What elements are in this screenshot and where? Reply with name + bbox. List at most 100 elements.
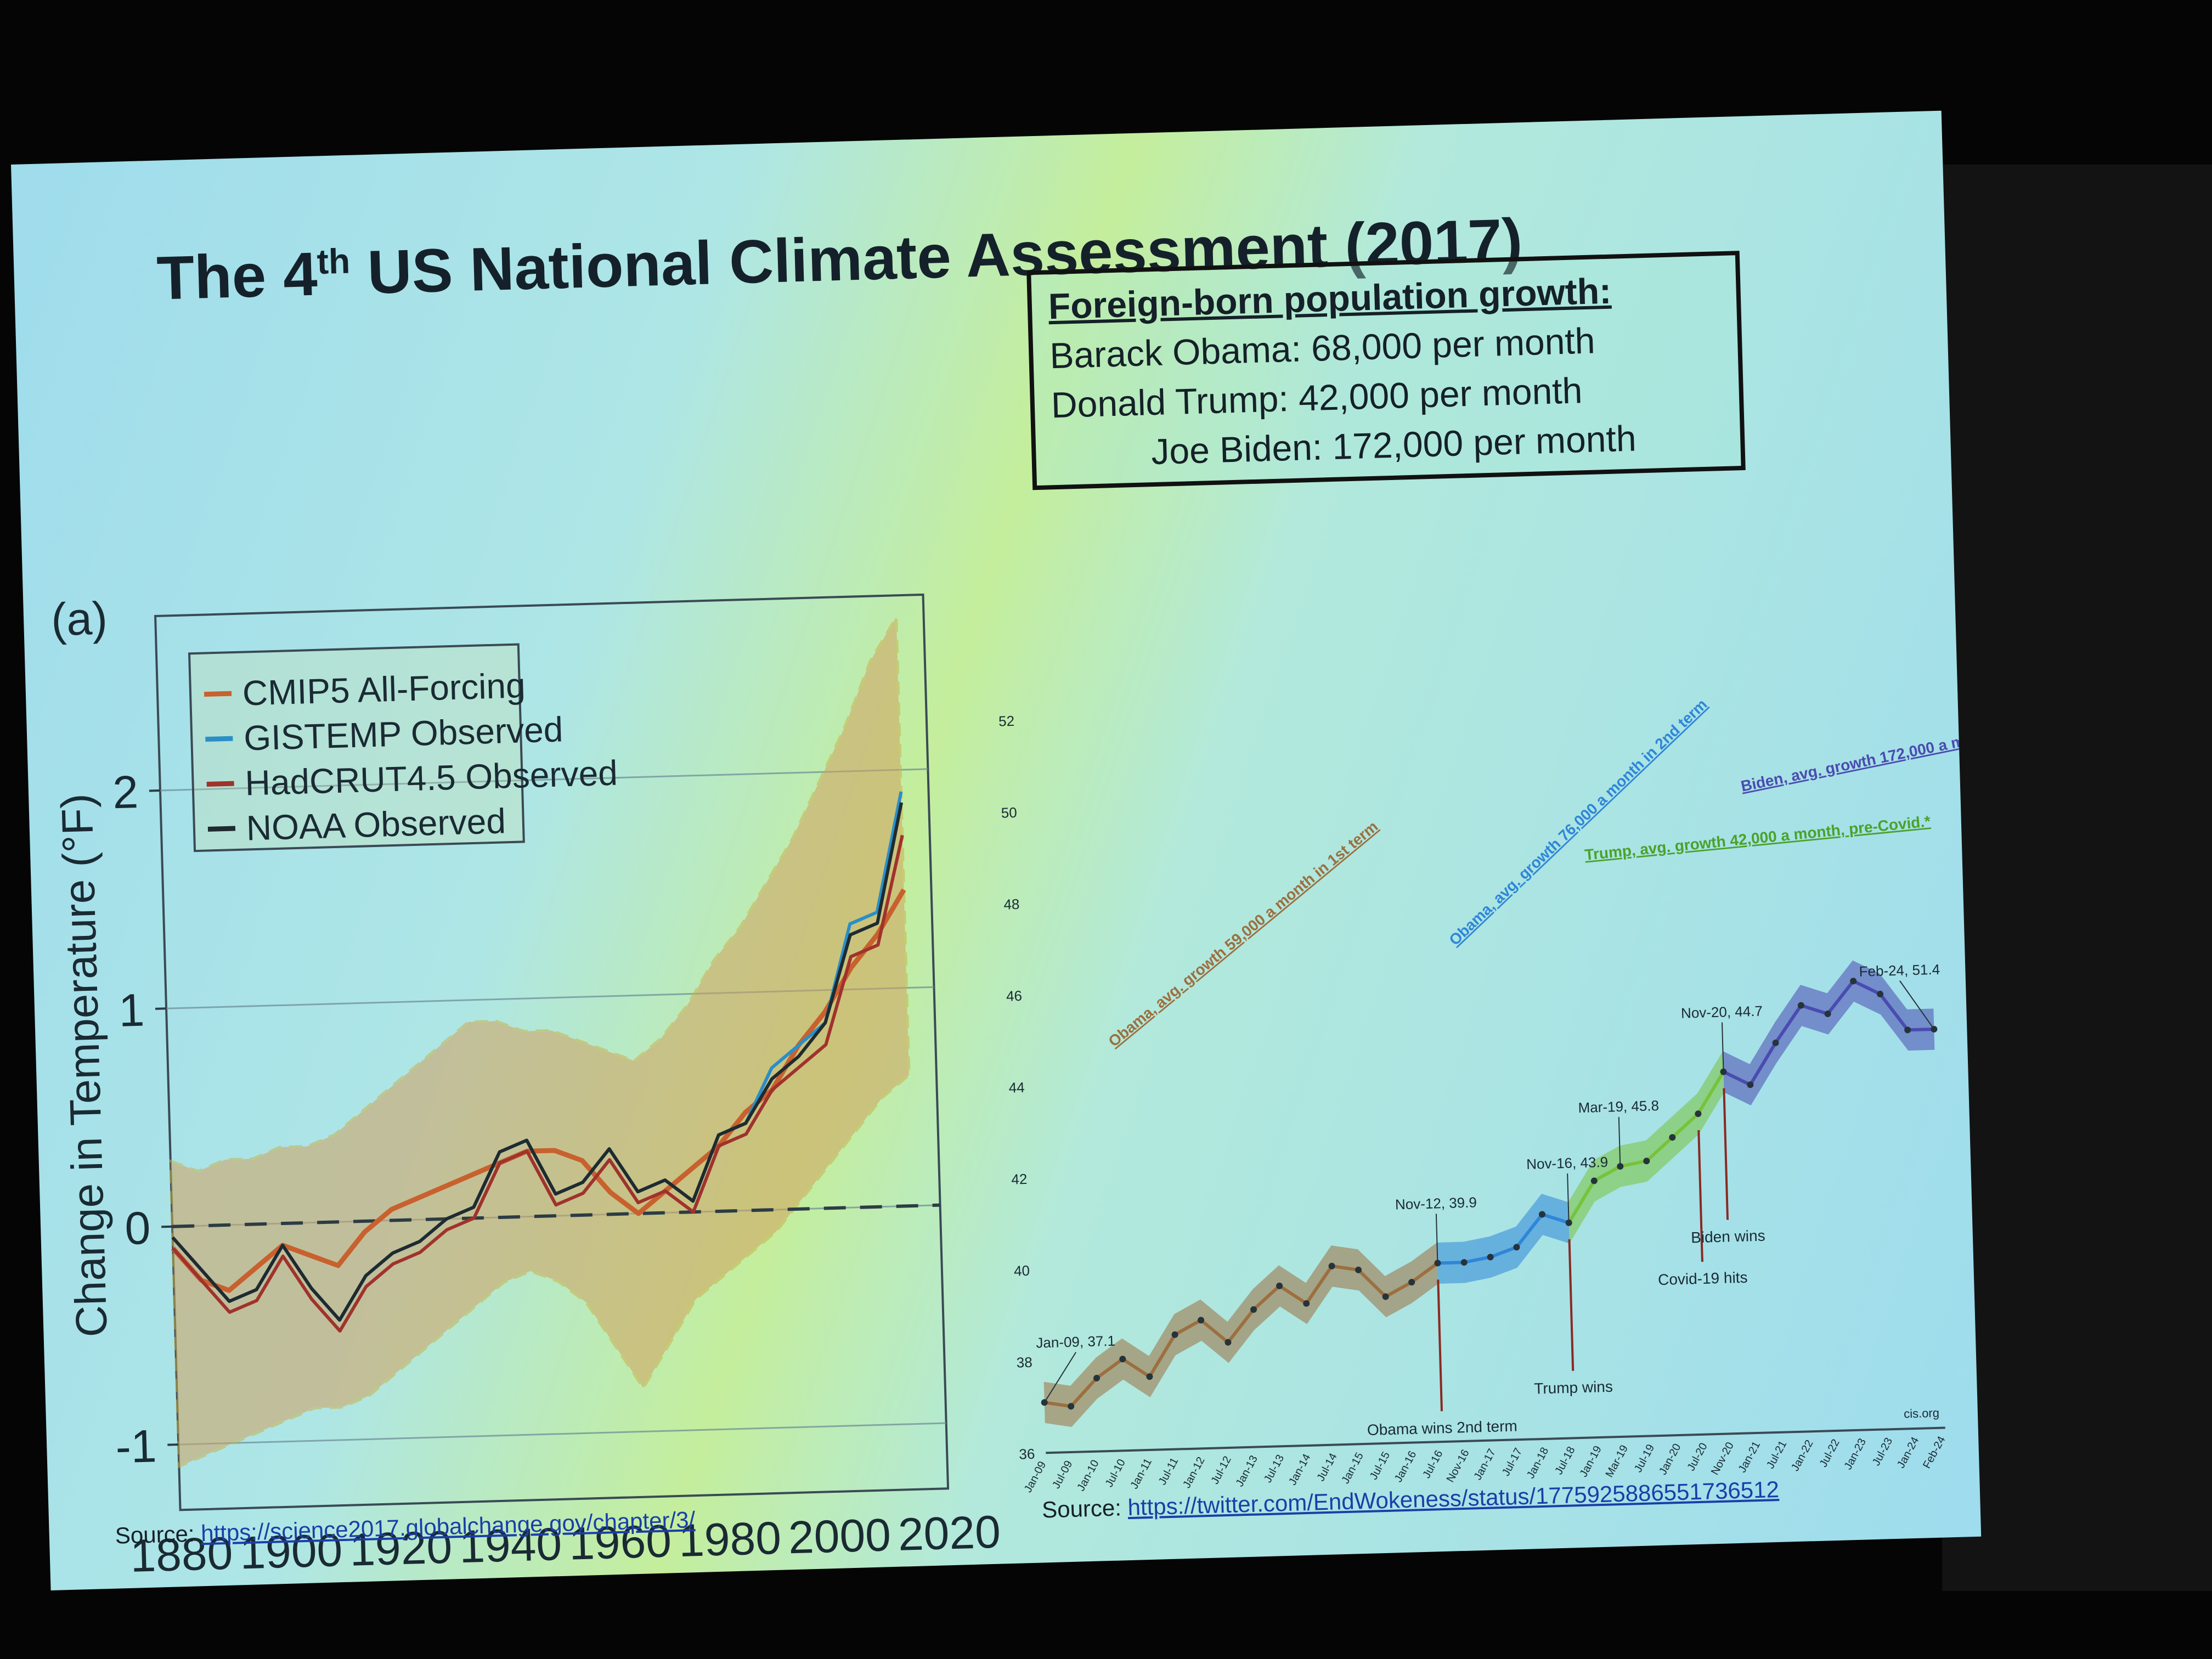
plot-frame	[154, 593, 950, 1511]
data-point-9	[1276, 1282, 1283, 1289]
x-tick-label: Jan-16	[1392, 1449, 1419, 1484]
data-point-31	[1850, 978, 1857, 985]
data-point-3	[1119, 1356, 1126, 1363]
y-tick-label: 40	[1014, 1262, 1030, 1279]
data-point-10	[1303, 1300, 1310, 1307]
gridline-y--1	[178, 1422, 946, 1446]
x-tick-label: 2000	[788, 1509, 891, 1563]
data-point-6	[1198, 1317, 1205, 1324]
event-arrow-2	[1697, 1130, 1703, 1262]
data-point-30	[1824, 1011, 1831, 1018]
y-axis-label: Change in Temperature (°F)	[52, 793, 116, 1338]
event-label: Biden wins	[1691, 1227, 1765, 1246]
x-tick-label: Jan-21	[1736, 1440, 1763, 1475]
gridline-y-2	[160, 768, 928, 792]
data-point-32	[1877, 990, 1884, 997]
data-point-label: Nov-16, 43.9	[1526, 1154, 1609, 1172]
trend-annotation: Obama, avg. growth 59,000 a month in 1st…	[1105, 817, 1381, 1050]
callout-line-obama: Barack Obama: 68,000 per month	[1049, 320, 1596, 376]
legend-swatch-1	[205, 736, 233, 742]
data-point-25	[1695, 1110, 1702, 1118]
panel-label: (a)	[50, 592, 108, 645]
x-tick-label: Jan-12	[1181, 1455, 1207, 1490]
x-tick-label: 2020	[898, 1506, 1001, 1560]
x-tick-label: Jul-21	[1764, 1438, 1789, 1470]
y-tick-label: 38	[1016, 1354, 1032, 1371]
event-label: Covid-19 hits	[1658, 1269, 1748, 1289]
data-point-label: Mar-19, 45.8	[1578, 1097, 1659, 1116]
event-label: Trump wins	[1534, 1378, 1613, 1397]
event-arrow-1	[1568, 1239, 1575, 1371]
x-tick-label: Jul-16	[1420, 1448, 1445, 1480]
data-point-4	[1146, 1373, 1153, 1380]
segment-line-0	[1044, 1261, 1439, 1408]
legend-swatch-3	[207, 826, 236, 832]
data-point-21	[1590, 1177, 1598, 1184]
data-point-2	[1093, 1374, 1101, 1381]
x-tick-label: 1960	[568, 1515, 672, 1569]
x-tick-label: Jul-14	[1314, 1451, 1339, 1483]
x-tick-label: Nov-16	[1444, 1448, 1472, 1485]
x-tick-label: Jan-11	[1128, 1457, 1154, 1491]
y-tick-label: 52	[998, 713, 1015, 730]
segment-band-0	[1043, 1242, 1438, 1427]
x-tick-label: Jan-14	[1286, 1452, 1313, 1487]
data-label-leader-2	[1567, 1173, 1570, 1223]
event-arrow-0	[1437, 1279, 1443, 1412]
data-point-label: Nov-12, 39.9	[1395, 1194, 1477, 1212]
corner-credit: cis.org	[1904, 1406, 1939, 1421]
population-chart: 36 38 40 42 44 46 48 50 52 Jan-09 Jul-09 Jan-10 Jul-…	[972, 341, 1982, 1553]
trend-annotation: Biden, avg. growth 172,000 a month	[1739, 726, 1980, 795]
x-tick-label: Jul-13	[1262, 1453, 1286, 1485]
series-line-3	[171, 802, 904, 1322]
x-axis-line	[1046, 1426, 1945, 1454]
y-tick-label: -1	[115, 1420, 157, 1472]
x-tick-label: Nov-20	[1709, 1440, 1736, 1477]
x-tick-label: Jan-19	[1577, 1444, 1604, 1479]
x-tick-label: Feb-24	[1921, 1434, 1948, 1470]
data-point-label: Jan-09, 37.1	[1036, 1333, 1115, 1351]
x-tick-label: Jan-10	[1075, 1458, 1101, 1493]
x-tick-label: Jan-09	[1022, 1459, 1048, 1494]
zero-baseline	[172, 1203, 940, 1228]
data-point-16	[1460, 1259, 1468, 1266]
data-point-label: Feb-24, 51.4	[1859, 961, 1940, 980]
source-left-label: Source:	[115, 1520, 201, 1549]
x-tick-label: Jan-17	[1471, 1447, 1498, 1482]
y-tick-mark-1	[155, 1007, 167, 1010]
event-label: Obama wins 2nd term	[1367, 1417, 1518, 1438]
x-tick-label: Jul-17	[1500, 1446, 1525, 1478]
x-tick-label: Jul-12	[1209, 1454, 1234, 1486]
x-tick-label: Jul-22	[1817, 1437, 1842, 1469]
y-tick-mark--1	[167, 1443, 179, 1446]
legend-swatch-2	[206, 781, 234, 787]
data-point-19	[1538, 1211, 1545, 1218]
x-tick-label: Jul-18	[1553, 1444, 1577, 1476]
population-growth-callout: Foreign-born population growth: Barack O…	[1026, 251, 1746, 490]
data-point-14	[1408, 1279, 1415, 1286]
x-tick-label: Jul-20	[1685, 1441, 1709, 1472]
data-point-23	[1643, 1158, 1650, 1165]
y-tick-label: 0	[124, 1202, 151, 1254]
data-point-8	[1250, 1306, 1257, 1313]
data-label-leader-1	[1435, 1214, 1438, 1263]
data-label-leader-4	[1721, 1022, 1724, 1072]
x-tick-label: Jul-11	[1156, 1455, 1181, 1487]
x-tick-label: Jul-09	[1050, 1459, 1075, 1491]
data-point-33	[1904, 1026, 1911, 1034]
x-tick-label: 1980	[678, 1512, 782, 1566]
x-tick-label: 1920	[349, 1521, 453, 1576]
data-point-11	[1328, 1262, 1335, 1269]
x-tick-label: Jan-24	[1895, 1435, 1921, 1470]
x-tick-label: 1880	[129, 1527, 233, 1579]
data-point-17	[1487, 1254, 1494, 1261]
data-point-29	[1797, 1002, 1804, 1009]
x-tick-label: Jan-23	[1842, 1436, 1869, 1471]
x-tick-label: 1940	[459, 1518, 562, 1572]
data-point-12	[1355, 1266, 1362, 1273]
x-tick-label: Jan-15	[1339, 1451, 1365, 1486]
y-tick-label: 42	[1011, 1171, 1028, 1188]
callout-line-biden: Joe Biden: 172,000 per month	[1150, 417, 1637, 472]
callout-line-trump: Donald Trump: 42,000 per month	[1050, 370, 1583, 426]
